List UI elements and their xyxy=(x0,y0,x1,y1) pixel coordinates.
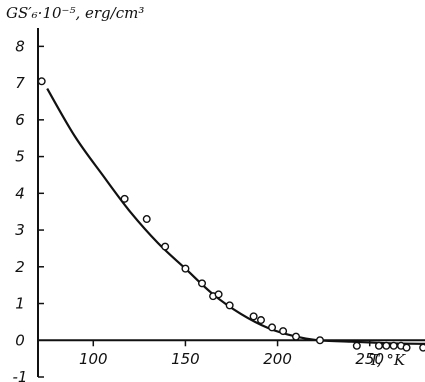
data-point xyxy=(37,77,46,86)
fit-curve-layer xyxy=(46,88,425,345)
y-tick-label: 8 xyxy=(15,37,25,55)
y-tick-label: 4 xyxy=(15,184,25,202)
data-point xyxy=(181,264,190,273)
data-point xyxy=(256,316,265,325)
y-tick-label: 5 xyxy=(15,148,25,166)
y-tick-label: 1 xyxy=(15,295,25,313)
axes xyxy=(37,28,425,378)
data-point xyxy=(120,194,129,203)
data-point xyxy=(292,332,301,341)
x-tick-label: 100 xyxy=(79,350,108,368)
data-point xyxy=(214,290,223,299)
x-tick-label: 150 xyxy=(171,350,200,368)
y-tick-label: 3 xyxy=(15,221,25,239)
data-point xyxy=(382,341,391,350)
data-point xyxy=(315,336,324,345)
fit-curve xyxy=(46,88,425,345)
data-point xyxy=(142,215,151,224)
y-tick-label: -1 xyxy=(13,368,28,382)
y-tick-label: 0 xyxy=(15,331,25,349)
y-tick-label: 7 xyxy=(15,74,25,92)
data-point xyxy=(279,327,288,336)
data-point xyxy=(161,242,170,251)
y-axis-title: GS′₆·10⁻⁵, erg/cm³ xyxy=(6,4,144,22)
data-point xyxy=(268,323,277,332)
data-point xyxy=(402,343,411,352)
data-point xyxy=(374,341,383,350)
data-point xyxy=(419,343,425,352)
x-tick-label: 200 xyxy=(263,350,292,368)
data-point xyxy=(198,279,207,288)
x-tick-label: 250 xyxy=(355,350,384,368)
y-tick-label: 2 xyxy=(15,258,25,276)
data-point xyxy=(225,301,234,310)
x-axis-title: T, °K xyxy=(369,351,406,369)
y-tick-label: 6 xyxy=(15,111,25,129)
data-point xyxy=(389,341,398,350)
data-points-layer xyxy=(37,77,425,352)
data-point xyxy=(352,341,361,350)
tick-labels-layer: -1 0 1 2 3 4 5 6 7 8 100 150 200 250 xyxy=(13,37,385,382)
data-point xyxy=(249,312,258,321)
